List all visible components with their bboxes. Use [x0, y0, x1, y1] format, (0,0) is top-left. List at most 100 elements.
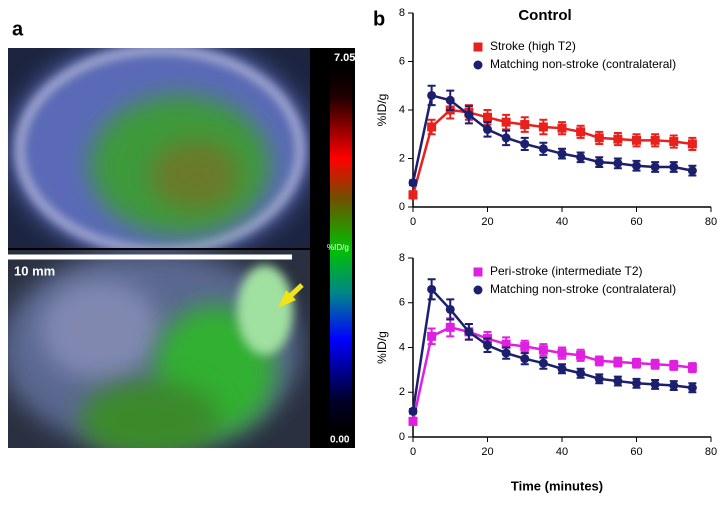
legend-label: Matching non-stroke (contralateral) — [490, 282, 676, 296]
y-tick-label: 6 — [399, 297, 405, 309]
marker — [594, 133, 604, 143]
scale-bar-label: 10 mm — [14, 263, 55, 278]
marker — [632, 135, 641, 145]
legend-label: Stroke (high T2) — [490, 39, 576, 53]
marker — [613, 134, 623, 144]
marker — [687, 383, 697, 393]
y-tick-label: 4 — [399, 104, 405, 116]
marker — [594, 374, 604, 384]
legend-label: Matching non-stroke (contralateral) — [490, 57, 676, 71]
legend-marker — [473, 42, 483, 52]
marker — [613, 357, 623, 367]
x-tick-label: 40 — [556, 216, 568, 228]
series-line — [411, 326, 693, 422]
marker — [520, 120, 530, 130]
marker — [557, 149, 567, 159]
y-axis-label: %ID/g — [375, 331, 389, 364]
marker — [408, 190, 418, 200]
x-tick-label: 20 — [481, 446, 493, 458]
bottom-image — [8, 250, 310, 448]
top-image — [8, 48, 310, 248]
series-line — [411, 286, 693, 412]
series-line — [411, 93, 693, 184]
marker — [594, 157, 604, 167]
marker — [650, 162, 660, 172]
marker — [538, 345, 548, 355]
marker — [408, 406, 418, 416]
colorbar-unit: %ID/g — [327, 243, 349, 252]
marker — [632, 161, 641, 171]
y-tick-label: 2 — [399, 152, 405, 164]
marker — [501, 133, 511, 143]
marker — [483, 112, 492, 122]
x-tick-label: 40 — [556, 446, 568, 458]
marker — [501, 339, 511, 349]
marker — [501, 348, 511, 358]
marker — [445, 95, 455, 105]
marker — [427, 90, 437, 100]
y-axis-label: %ID/g — [375, 94, 389, 127]
marker — [464, 110, 474, 120]
y-tick-label: 2 — [399, 386, 405, 398]
x-tick-label: 20 — [481, 216, 493, 228]
panel-label: a — [12, 18, 24, 40]
marker — [520, 139, 530, 149]
y-tick-label: 6 — [399, 55, 405, 67]
marker — [576, 368, 586, 378]
marker — [445, 322, 455, 332]
series-line — [411, 108, 693, 196]
marker — [408, 416, 418, 426]
marker — [632, 358, 641, 368]
marker — [408, 178, 418, 188]
marker — [501, 117, 511, 127]
marker — [650, 135, 660, 145]
x-tick-label: 80 — [705, 446, 717, 458]
legend-label: Peri-stroke (intermediate T2) — [490, 264, 643, 278]
marker — [557, 364, 567, 374]
marker — [464, 327, 474, 337]
x-tick-label: 80 — [705, 216, 717, 228]
marker — [669, 137, 679, 147]
marker — [520, 341, 530, 351]
marker — [557, 348, 567, 358]
marker — [613, 158, 623, 168]
marker — [613, 376, 623, 386]
marker — [538, 144, 548, 154]
marker — [669, 381, 679, 391]
chart-title: Control — [518, 7, 571, 24]
marker — [669, 360, 679, 370]
marker — [576, 350, 586, 360]
x-tick-label: 0 — [410, 216, 416, 228]
marker — [576, 127, 586, 137]
legend-marker — [473, 285, 483, 295]
legend-marker — [473, 60, 483, 70]
marker — [483, 124, 492, 134]
x-tick-label: 60 — [630, 216, 642, 228]
colorbar-min: 0.00 — [330, 435, 350, 446]
marker — [594, 356, 604, 366]
marker — [650, 379, 660, 389]
marker — [632, 378, 641, 388]
marker — [538, 122, 548, 132]
x-tick-label: 0 — [410, 446, 416, 458]
marker — [520, 354, 530, 364]
marker — [427, 284, 437, 294]
y-tick-label: 0 — [399, 431, 405, 443]
marker — [445, 304, 455, 314]
marker — [669, 162, 679, 172]
marker — [538, 358, 548, 368]
marker — [427, 331, 437, 341]
colorbar — [330, 68, 352, 430]
colorbar-max: 7.05 — [334, 52, 355, 64]
marker — [687, 166, 697, 176]
marker — [427, 122, 437, 132]
y-tick-label: 0 — [399, 201, 405, 213]
marker — [687, 363, 697, 373]
x-axis-label: Time (minutes) — [511, 478, 603, 493]
y-tick-label: 8 — [399, 252, 405, 264]
marker — [557, 123, 567, 133]
x-tick-label: 60 — [630, 446, 642, 458]
y-tick-label: 4 — [399, 341, 405, 353]
marker — [483, 340, 492, 350]
